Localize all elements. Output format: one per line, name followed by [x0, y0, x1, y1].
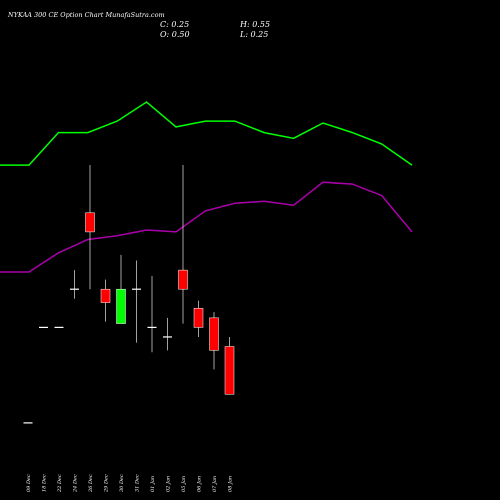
open-readout: O: 0.50 — [160, 30, 190, 39]
x-tick-label: 24 Dec — [73, 474, 79, 493]
candle — [209, 312, 219, 370]
x-tick-label: 05 Jan — [181, 476, 187, 492]
x-tick-label: 01 Jan — [150, 476, 156, 492]
x-axis-ticks: 09 Dec 18 Dec 22 Dec 24 Dec 26 Dec 29 Dec 30 D… — [26, 474, 234, 493]
candle — [224, 336, 235, 395]
candle-body — [178, 269, 188, 290]
x-tick-label: 30 Dec — [119, 474, 125, 492]
candle — [116, 254, 126, 324]
candle — [132, 260, 141, 343]
candle — [178, 165, 188, 324]
x-tick-label: 06 Jan — [197, 476, 203, 492]
chart-title: NYKAA 300 CE Option Chart MunafaSutra.co… — [7, 11, 165, 19]
candle — [147, 275, 157, 353]
x-tick-label: 18 Dec — [42, 474, 48, 492]
high-readout: H: 0.55 — [239, 20, 270, 29]
close-readout: C: 0.25 — [160, 20, 189, 29]
x-tick-label: 02 Jan — [166, 476, 172, 492]
candle — [163, 317, 172, 351]
x-tick-label: 26 Dec — [88, 474, 94, 493]
candle-body — [209, 317, 219, 351]
lower-band-line — [0, 181, 413, 273]
x-tick-label: 09 Dec — [26, 474, 32, 492]
candle-body — [224, 346, 235, 395]
candle — [100, 279, 111, 322]
candle-body — [116, 288, 126, 324]
x-tick-label: 08 Jan — [228, 476, 234, 492]
candles — [23, 165, 235, 424]
x-tick-label: 31 Dec — [135, 474, 141, 492]
candle — [70, 270, 79, 299]
low-readout: L: 0.25 — [239, 30, 268, 39]
candle — [193, 300, 204, 337]
candle-body — [193, 308, 204, 328]
candle-body — [100, 288, 111, 303]
x-tick-label: 29 Dec — [104, 474, 110, 493]
upper-band-line — [0, 101, 413, 166]
candle — [85, 165, 95, 290]
x-tick-label: 22 Dec — [57, 474, 63, 493]
indicator-bands — [0, 101, 413, 273]
x-tick-label: 07 Jan — [212, 476, 218, 492]
candle-body — [85, 212, 95, 233]
